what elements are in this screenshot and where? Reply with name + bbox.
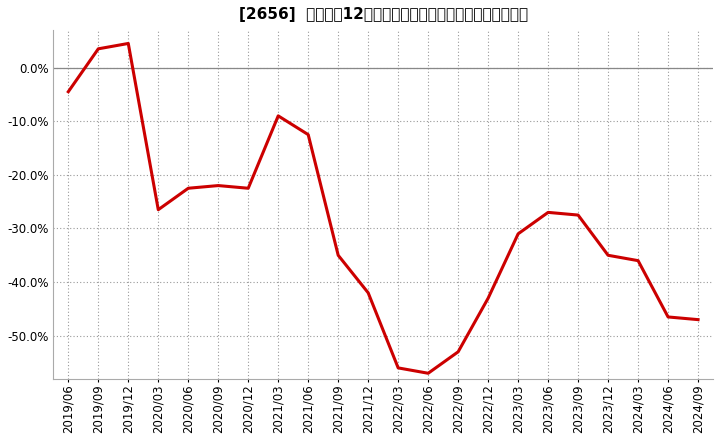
Title: [2656]  売上高の12か月移動合計の対前年同期増減率の推移: [2656] 売上高の12か月移動合計の対前年同期増減率の推移 (238, 7, 528, 22)
